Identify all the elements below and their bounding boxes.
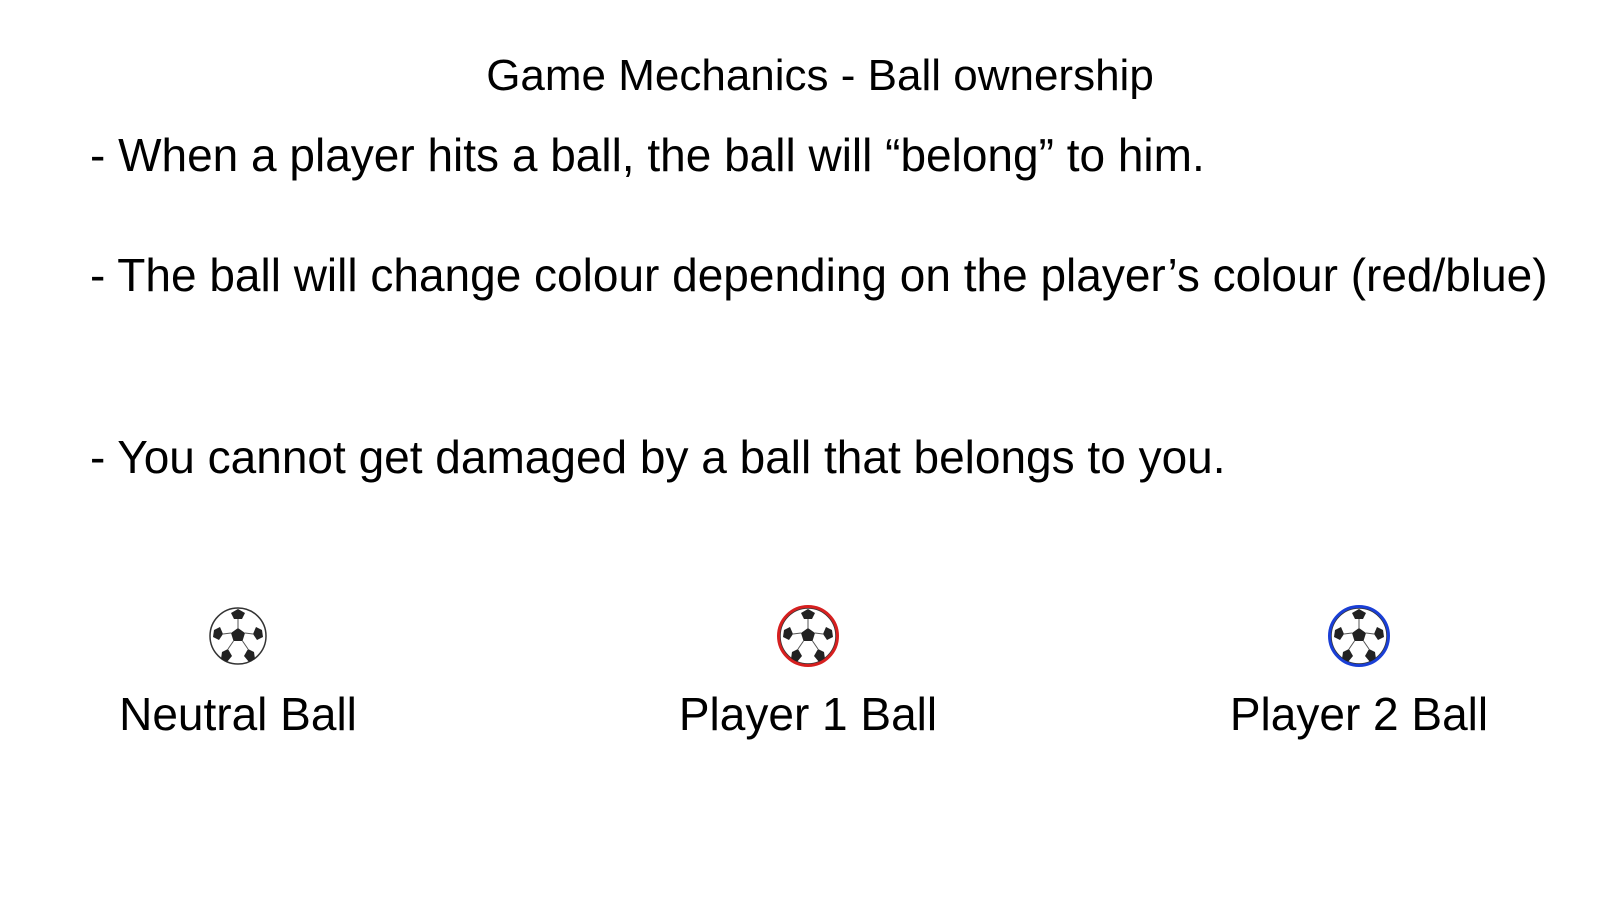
player-2-ball-label: Player 2 Ball xyxy=(1229,688,1489,740)
player-1-ball-group: Player 1 Ball xyxy=(638,604,978,742)
soccer-ball-icon xyxy=(777,605,839,667)
player-2-ball-group: Player 2 Ball xyxy=(1189,604,1529,742)
soccer-ball-icon xyxy=(209,607,267,665)
neutral-ball-group: Neutral Ball xyxy=(68,604,408,742)
bullet-ball-colour: - The ball will change colour depending … xyxy=(90,249,1548,301)
slide-title: Game Mechanics - Ball ownership xyxy=(486,51,1154,100)
player-1-ball-label: Player 1 Ball xyxy=(678,688,938,740)
soccer-ball-icon xyxy=(1328,605,1390,667)
bullet-ball-ownership: - When a player hits a ball, the ball wi… xyxy=(90,129,1205,181)
neutral-ball-label: Neutral Ball xyxy=(119,688,357,740)
bullet-no-self-damage: - You cannot get damaged by a ball that … xyxy=(90,431,1226,483)
